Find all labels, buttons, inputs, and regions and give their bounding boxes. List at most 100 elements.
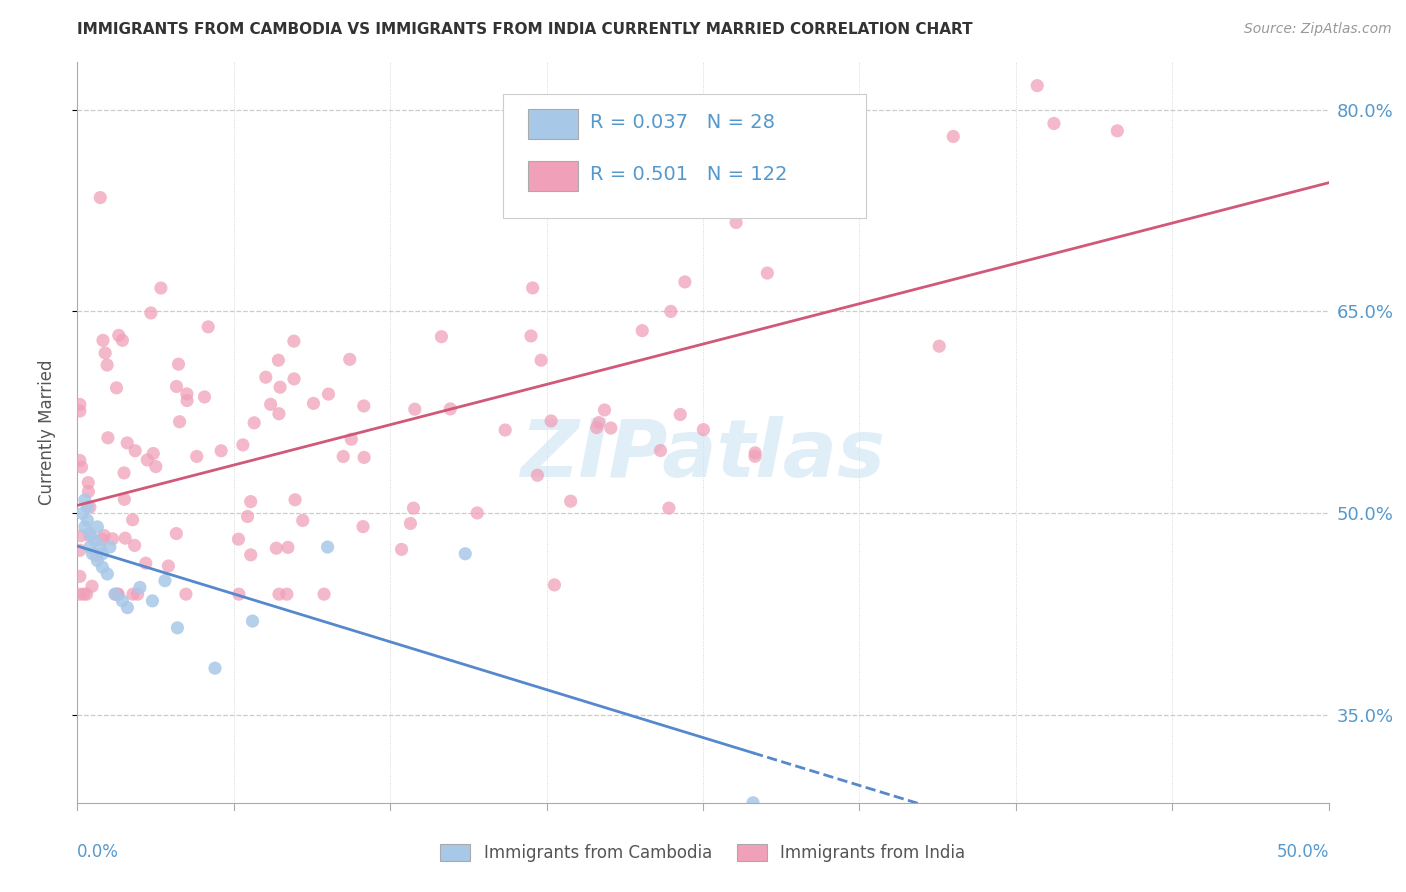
Text: IMMIGRANTS FROM CAMBODIA VS IMMIGRANTS FROM INDIA CURRENTLY MARRIED CORRELATION : IMMIGRANTS FROM CAMBODIA VS IMMIGRANTS F…	[77, 22, 973, 37]
Point	[599, 421, 621, 435]
Point	[242, 614, 264, 628]
Point	[266, 541, 288, 556]
Legend: Immigrants from Cambodia, Immigrants from India: Immigrants from Cambodia, Immigrants fro…	[434, 837, 972, 869]
Text: R = 0.037   N = 28: R = 0.037 N = 28	[591, 113, 775, 132]
Point	[167, 357, 190, 371]
Point	[465, 506, 488, 520]
Point	[69, 587, 91, 601]
Text: Source: ZipAtlas.com: Source: ZipAtlas.com	[1244, 22, 1392, 37]
Point	[526, 468, 548, 483]
Point	[267, 407, 290, 421]
Point	[91, 533, 114, 547]
Point	[76, 587, 98, 601]
Point	[284, 492, 307, 507]
Point	[84, 549, 107, 563]
Point	[725, 215, 748, 229]
Point	[593, 403, 616, 417]
Point	[153, 574, 176, 588]
Point	[399, 516, 422, 531]
Point	[269, 380, 291, 394]
Text: 50.0%: 50.0%	[1277, 843, 1329, 861]
Point	[69, 404, 91, 418]
Text: ZIPatlas: ZIPatlas	[520, 416, 886, 494]
Point	[316, 540, 339, 554]
Point	[243, 416, 266, 430]
Point	[650, 443, 672, 458]
Point	[79, 529, 101, 543]
Point	[236, 509, 259, 524]
Point	[96, 566, 118, 581]
Point	[439, 401, 461, 416]
Point	[129, 581, 152, 595]
FancyBboxPatch shape	[527, 109, 578, 138]
Point	[186, 450, 208, 464]
Point	[744, 450, 766, 464]
Point	[283, 334, 305, 348]
Point	[204, 661, 226, 675]
Point	[402, 501, 425, 516]
Point	[70, 460, 93, 475]
Text: 0.0%: 0.0%	[77, 843, 120, 861]
Point	[530, 353, 553, 368]
Point	[73, 492, 96, 507]
Point	[83, 533, 105, 548]
Point	[89, 191, 111, 205]
Point	[107, 328, 129, 343]
Point	[76, 500, 98, 514]
Point	[1107, 124, 1129, 138]
Point	[82, 547, 104, 561]
Point	[69, 397, 91, 411]
Point	[353, 399, 375, 413]
Point	[169, 415, 191, 429]
Point	[112, 466, 135, 480]
Point	[267, 587, 290, 601]
Point	[79, 526, 101, 541]
Point	[111, 334, 134, 348]
Point	[340, 432, 363, 446]
Point	[72, 507, 94, 521]
Point	[69, 569, 91, 583]
Point	[744, 446, 766, 460]
Point	[928, 339, 950, 353]
Point	[114, 531, 136, 545]
Point	[209, 443, 232, 458]
Point	[239, 494, 262, 508]
Point	[267, 353, 290, 368]
Point	[97, 431, 120, 445]
Point	[104, 587, 127, 601]
Point	[520, 329, 543, 343]
Point	[115, 436, 138, 450]
Point	[107, 587, 129, 601]
Point	[69, 543, 91, 558]
Point	[692, 423, 714, 437]
FancyBboxPatch shape	[527, 161, 578, 191]
Point	[239, 548, 262, 562]
Point	[79, 500, 101, 515]
Point	[1043, 116, 1066, 130]
Point	[104, 587, 127, 601]
Point	[259, 397, 281, 411]
Point	[494, 423, 516, 437]
Point	[149, 281, 172, 295]
Point	[756, 266, 779, 280]
Point	[105, 381, 128, 395]
Point	[86, 520, 108, 534]
Point	[942, 129, 965, 144]
Y-axis label: Currently Married: Currently Married	[38, 359, 56, 506]
Point	[302, 396, 325, 410]
Point	[165, 526, 187, 541]
Point	[166, 379, 188, 393]
Point	[277, 541, 299, 555]
Point	[430, 329, 453, 343]
Point	[96, 358, 118, 372]
Point	[77, 484, 100, 499]
Point	[404, 402, 426, 417]
Point	[585, 420, 607, 434]
Point	[312, 587, 335, 601]
Point	[659, 304, 682, 318]
Point	[522, 281, 544, 295]
Point	[174, 587, 197, 601]
Point	[142, 446, 165, 460]
Point	[122, 587, 145, 601]
Point	[111, 594, 134, 608]
